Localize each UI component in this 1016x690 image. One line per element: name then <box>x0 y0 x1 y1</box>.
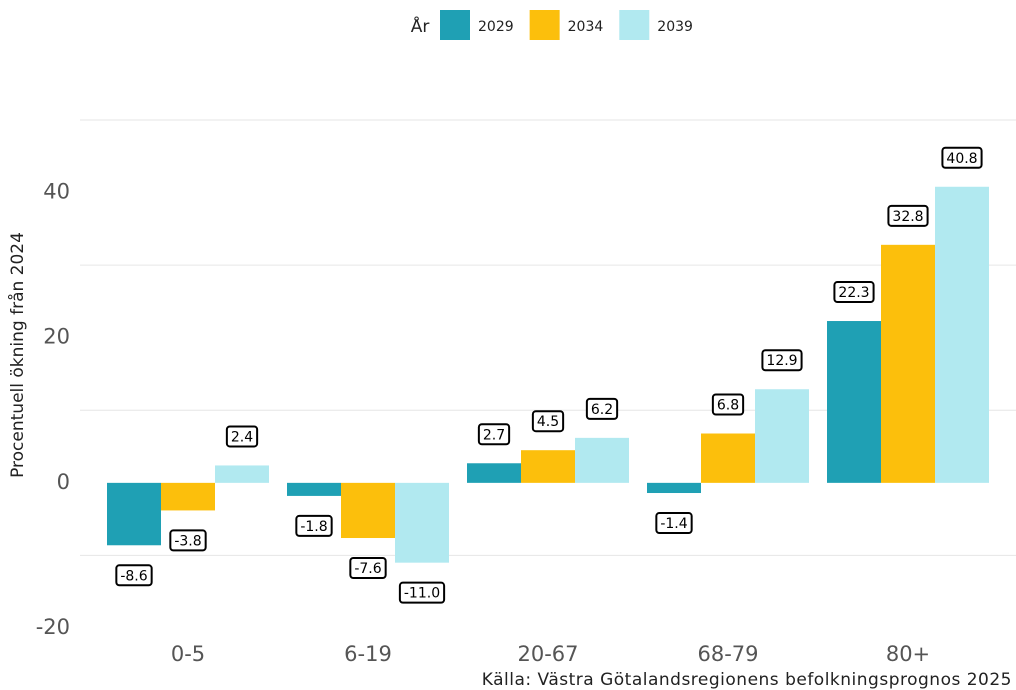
value-label: -8.6 <box>115 564 153 587</box>
x-tick-label: 6-19 <box>344 642 392 666</box>
legend-title: År <box>411 15 430 37</box>
value-label-text: -8.6 <box>120 568 147 584</box>
value-label-text: 32.8 <box>892 209 923 225</box>
value-label-text: 12.9 <box>766 353 797 369</box>
value-label-box <box>295 514 333 537</box>
legend-label: 2039 <box>657 19 693 35</box>
value-label: 4.5 <box>531 410 565 433</box>
value-label-text: -1.4 <box>660 516 687 532</box>
y-tick-label: 0 <box>57 470 70 494</box>
value-label-box <box>531 410 565 433</box>
value-label-text: 4.5 <box>537 414 559 430</box>
bar <box>107 482 161 546</box>
bar <box>161 482 215 511</box>
value-label-text: -7.6 <box>354 561 381 577</box>
value-label: 6.8 <box>711 393 745 416</box>
bar <box>287 482 341 496</box>
x-tick-label: 80+ <box>886 642 930 666</box>
legend-swatch <box>529 10 560 40</box>
legend-label: 2034 <box>568 19 604 35</box>
value-label-box <box>711 393 745 416</box>
bar <box>647 482 701 494</box>
bar <box>755 389 809 483</box>
legend-label: 2029 <box>478 19 514 35</box>
value-label-box <box>585 397 619 420</box>
value-label-box <box>349 557 387 580</box>
value-label-box <box>225 425 259 448</box>
y-tick-label: 20 <box>43 325 70 349</box>
value-label-text: -1.8 <box>300 519 327 535</box>
bar <box>215 465 269 483</box>
bar <box>881 244 935 483</box>
y-tick-label: -20 <box>36 615 70 639</box>
value-label: 32.8 <box>887 204 929 227</box>
value-label-box <box>477 423 511 446</box>
value-label-box <box>169 529 207 552</box>
value-label-box <box>941 146 983 169</box>
bar <box>467 463 521 483</box>
x-tick-label: 20-67 <box>517 642 578 666</box>
x-tick-label: 0-5 <box>171 642 205 666</box>
x-tick-label: 68-79 <box>697 642 758 666</box>
value-label-text: -3.8 <box>174 533 201 549</box>
value-label: -3.8 <box>169 529 207 552</box>
value-label: 2.4 <box>225 425 259 448</box>
value-label: 22.3 <box>833 281 875 304</box>
value-label: 40.8 <box>941 146 983 169</box>
caption: Källa: Västra Götalandsregionens befolkn… <box>482 670 1012 690</box>
bar <box>701 433 755 483</box>
bar <box>521 450 575 483</box>
value-label: -1.4 <box>655 512 693 535</box>
value-label-text: 2.7 <box>483 427 505 443</box>
value-label-text: 22.3 <box>838 285 869 301</box>
value-label: -11.0 <box>398 581 446 604</box>
value-label: 2.7 <box>477 423 511 446</box>
value-label-text: -11.0 <box>404 586 440 602</box>
value-label-box <box>398 581 446 604</box>
value-label-text: 6.8 <box>717 398 739 414</box>
legend-swatch <box>619 10 650 40</box>
legend-swatch <box>440 10 470 40</box>
value-label-box <box>887 204 929 227</box>
y-axis-title: Procentuell ökning från 2024 <box>7 232 28 478</box>
value-label-text: 40.8 <box>946 151 977 167</box>
value-label-box <box>833 281 875 304</box>
value-label-box <box>761 349 803 372</box>
value-label-text: 2.4 <box>231 429 253 445</box>
bar <box>827 321 881 483</box>
value-label: -1.8 <box>295 514 333 537</box>
value-label-text: 6.2 <box>591 402 613 418</box>
bar <box>575 437 629 483</box>
y-tick-label: 40 <box>43 180 70 204</box>
bar <box>395 482 449 563</box>
bar <box>935 186 989 483</box>
value-label: 6.2 <box>585 397 619 420</box>
value-label-box <box>655 512 693 535</box>
value-label: 12.9 <box>761 349 803 372</box>
value-label: -7.6 <box>349 557 387 580</box>
value-label-box <box>115 564 153 587</box>
bar <box>341 482 395 539</box>
